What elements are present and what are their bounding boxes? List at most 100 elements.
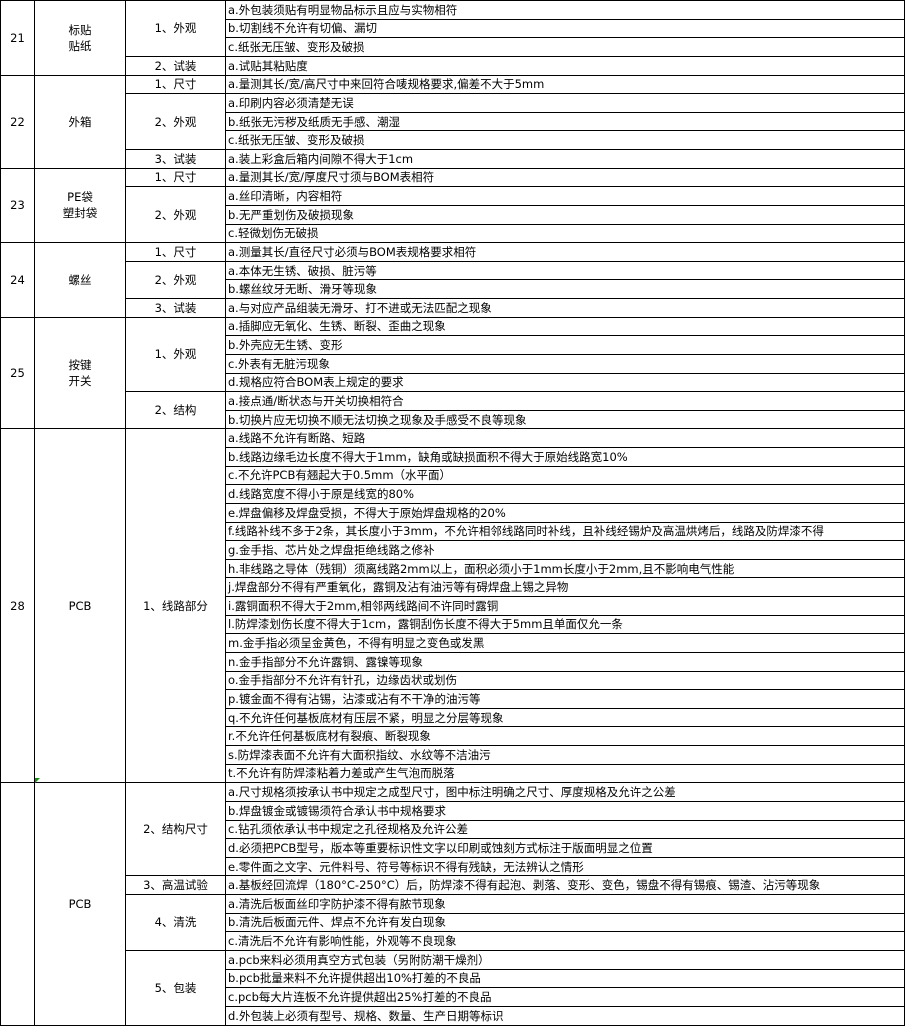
inspection-category-cell[interactable]: 1、外观	[125, 316, 226, 393]
inspection-criterion-cell[interactable]: h.非线路之导体（残铜）须离线路2mm以上，面积必须小于1mm长度小于2mm,且…	[225, 558, 905, 579]
table-row: PCB 2、结构尺寸 a.尺寸规格须按承认书中规定之成型尺寸，图中标注明确之尺寸、厚…	[0, 782, 905, 1026]
inspection-category-cell[interactable]: 3、试装	[125, 298, 226, 318]
inspection-criterion-cell[interactable]: d.线路宽度不得小于原是线宽的80%	[225, 484, 905, 504]
inspection-criterion-cell[interactable]: d.外包装上必须有型号、规格、数量、生产日期等标识	[225, 1005, 905, 1026]
item-number-cell[interactable]: 21	[0, 0, 35, 76]
inspection-criterion-cell[interactable]: a.尺寸规格须按承认书中规定之成型尺寸，图中标注明确之尺寸、厚度规格及允许之公差	[225, 782, 905, 802]
inspection-criterion-cell[interactable]: d.必须把PCB型号，版本等重要标识性文字以印刷或蚀刻方式标注于版面明显之位置	[225, 838, 905, 858]
inspection-criterion-cell[interactable]: c.外表有无脏污现象	[225, 353, 905, 374]
inspection-criterion-cell[interactable]: n.金手指部分不允许露铜、露镍等现象	[225, 651, 905, 672]
inspection-criterion-cell[interactable]: a.插脚应无氧化、生锈、断裂、歪曲之现象	[225, 316, 905, 337]
inspection-category-cell[interactable]: 2、结构尺寸	[125, 782, 226, 877]
inspection-criterion-cell[interactable]: a.线路不允许有断路、短路	[225, 428, 905, 448]
inspection-criterion-cell[interactable]: b.切割线不允许有切偏、漏切	[225, 18, 905, 39]
inspection-category-cell[interactable]: 3、试装	[125, 149, 226, 169]
inspection-criterion-cell[interactable]: a.与对应产品组装无滑牙、打不进或无法匹配之现象	[225, 298, 905, 318]
inspection-criterion-cell[interactable]: e.焊盘偏移及焊盘受损，不得大于原始焊盘规格的20%	[225, 502, 905, 523]
inspection-criterion-cell[interactable]: b.切换片应无切换不顺无法切换之现象及手感受不良等现象	[225, 409, 905, 430]
inspection-criterion-cell[interactable]: q.不允许任何基板底材有压层不紧，明显之分层等现象	[225, 707, 905, 728]
inspection-criterion-cell[interactable]: o.金手指部分不允许有针孔，边缘齿状或划伤	[225, 670, 905, 691]
inspection-category-cell[interactable]: 3、高温试验	[125, 875, 226, 895]
inspection-criterion-cell[interactable]: p.镀金面不得有沾锡，沾漆或沾有不干净的油污等	[225, 689, 905, 709]
inspection-criterion-cell[interactable]: c.pcb每大片连板不允许提供超出25%打差的不良品	[225, 987, 905, 1007]
inspection-criterion-cell[interactable]: b.清洗后板面元件、焊点不允许有发白现象	[225, 912, 905, 933]
inspection-category-cell[interactable]: 4、清洗	[125, 894, 226, 951]
inspection-criterion-cell[interactable]: i.露铜面积不得大于2mm,相邻两线路间不许同时露铜	[225, 596, 905, 616]
inspection-criterion-cell[interactable]: a.pcb来料必须用真空方式包装（另附防潮干燥剂）	[225, 949, 905, 970]
inspection-criterion-cell[interactable]: l.防焊漆划伤长度不得大于1cm，露铜刮伤长度不得大于5mm且单面仅允一条	[225, 614, 905, 635]
inspection-criterion-cell[interactable]: c.轻微划伤无破损	[225, 223, 905, 244]
inspection-criterion-cell[interactable]: a.量测其长/宽/厚度尺寸须与BOM表相符	[225, 167, 905, 188]
table-row: i.露铜面积不得大于2mm,相邻两线路间不许同时露铜	[1, 596, 905, 616]
inspection-criterion-cell[interactable]: a.清洗后板面丝印字防护漆不得有脓节现象	[225, 894, 905, 914]
inspection-criterion-cell[interactable]: c.钻孔须依承认书中规定之孔径规格及允许公差	[225, 819, 905, 840]
table-row: c.清洗后不允许有影响性能，外观等不良现象	[1, 931, 905, 951]
table-row: b.清洗后板面元件、焊点不允许有发白现象	[1, 912, 905, 933]
material-name-cell[interactable]: 螺丝	[34, 242, 126, 318]
inspection-criterion-cell[interactable]: t.不允许有防焊漆粘着力差或产生气泡而脱落	[225, 763, 905, 784]
inspection-category-cell[interactable]: 2、外观	[125, 260, 226, 300]
table-row: b.线路边缘毛边长度不得大于1mm，缺角或缺损面积不得大于原始线路宽10%	[1, 447, 905, 467]
inspection-criterion-cell[interactable]: a.接点通/断状态与开关切换相符合	[225, 391, 905, 411]
material-name-cell[interactable]: PE袋 塑封袋	[34, 167, 126, 244]
table-row: 24 螺丝 1、尺寸 a.测量其长/直径尺寸必须与BOM表规格要求相符	[0, 242, 905, 318]
material-name-cell[interactable]: PCB	[34, 782, 126, 1026]
inspection-criterion-cell[interactable]: a.本体无生锈、破损、脏污等	[225, 260, 905, 281]
inspection-criterion-cell[interactable]: b.线路边缘毛边长度不得大于1mm，缺角或缺损面积不得大于原始线路宽10%	[225, 447, 905, 467]
inspection-category-cell[interactable]: 2、外观	[125, 93, 226, 150]
table-row: r.不允许任何基板底材有裂痕、断裂现象	[1, 726, 905, 746]
inspection-criterion-cell[interactable]: b.pcb批量来料不允许提供超出10%打差的不良品	[225, 968, 905, 989]
inspection-criterion-cell[interactable]: g.金手指、芯片处之焊盘拒绝线路之修补	[225, 540, 905, 560]
inspection-criterion-cell[interactable]: a.基板经回流焊（180°C-250°C）后，防焊漆不得有起泡、剥落、变形、变色…	[225, 875, 905, 895]
inspection-criterion-cell[interactable]: b.螺丝纹牙无断、滑牙等现象	[225, 279, 905, 299]
inspection-criterion-cell[interactable]: b.外壳应无生锈、变形	[225, 335, 905, 355]
inspection-criterion-cell[interactable]: a.量测其长/宽/高尺寸中来回符合唛规格要求,偏差不大于5mm	[225, 74, 905, 95]
inspection-criterion-cell[interactable]: b.焊盘镀金或镀锡须符合承认书中规格要求	[225, 800, 905, 821]
inspection-criterion-cell[interactable]: d.规格应符合BOM表上规定的要求	[225, 372, 905, 393]
table-row: f.线路补线不多于2条，其长度小于3mm，不允许相邻线路同时补线，且补线经锡炉及…	[1, 521, 905, 542]
inspection-criterion-cell[interactable]: c.纸张无压皱、变形及破损	[225, 37, 905, 57]
inspection-category-cell[interactable]: 1、线路部分	[125, 428, 226, 784]
item-number-cell[interactable]	[0, 782, 35, 1026]
table-row: 2、外观 a.丝印清晰，内容相符	[1, 186, 905, 244]
material-name-cell[interactable]: 外箱	[34, 74, 126, 169]
table-row: 2、结构 a.接点通/断状态与开关切换相符合	[1, 391, 905, 430]
item-number-cell[interactable]: 25	[0, 316, 35, 430]
inspection-criterion-cell[interactable]: a.印刷内容必须清楚无误	[225, 93, 905, 113]
inspection-criterion-cell[interactable]: c.纸张无压皱、变形及破损	[225, 130, 905, 150]
inspection-criterion-cell[interactable]: b.无严重划伤及破损现象	[225, 204, 905, 225]
inspection-criterion-cell[interactable]: a.试贴其粘贴度	[225, 55, 905, 76]
inspection-category-cell[interactable]: 2、外观	[125, 186, 226, 244]
inspection-category-cell[interactable]: 1、尺寸	[125, 167, 226, 188]
item-number-cell[interactable]: 28	[0, 428, 35, 784]
inspection-criterion-cell[interactable]: c.不允许PCB有翘起大于0.5mm（水平面）	[225, 465, 905, 486]
inspection-criterion-cell[interactable]: e.零件面之文字、元件料号、符号等标识不得有残缺，无法辨认之情形	[225, 856, 905, 877]
inspection-category-cell[interactable]: 5、包装	[125, 949, 226, 1026]
inspection-category-cell[interactable]: 1、尺寸	[125, 74, 226, 95]
inspection-criterion-cell[interactable]: s.防焊漆表面不允许有大面积指纹、水纹等不洁油污	[225, 745, 905, 765]
inspection-criterion-cell[interactable]: a.测量其长/直径尺寸必须与BOM表规格要求相符	[225, 242, 905, 262]
inspection-criterion-cell[interactable]: a.外包装须贴有明显物品标示且应与实物相符	[225, 0, 905, 20]
inspection-category-cell[interactable]: 2、试装	[125, 55, 226, 76]
table-row: d.必须把PCB型号，版本等重要标识性文字以印刷或蚀刻方式标注于版面明显之位置	[1, 838, 905, 858]
item-number-cell[interactable]: 22	[0, 74, 35, 169]
inspection-category-cell[interactable]: 1、外观	[125, 0, 226, 57]
inspection-category-cell[interactable]: 1、尺寸	[125, 242, 226, 262]
material-name-cell[interactable]: 按键 开关	[34, 316, 126, 430]
table-row: d.规格应符合BOM表上规定的要求	[1, 372, 905, 393]
inspection-criterion-cell[interactable]: r.不允许任何基板底材有裂痕、断裂现象	[225, 726, 905, 746]
inspection-criterion-cell[interactable]: f.线路补线不多于2条，其长度小于3mm，不允许相邻线路同时补线，且补线经锡炉及…	[225, 521, 905, 542]
inspection-category-cell[interactable]: 2、结构	[125, 391, 226, 430]
inspection-criterion-cell[interactable]: j.焊盘部分不得有严重氧化，露铜及沾有油污等有碍焊盘上锡之异物	[225, 577, 905, 597]
item-number-cell[interactable]: 24	[0, 242, 35, 318]
inspection-criterion-cell[interactable]: c.清洗后不允许有影响性能，外观等不良现象	[225, 931, 905, 951]
material-name-cell[interactable]: 标贴 贴纸	[34, 0, 126, 76]
inspection-criterion-cell[interactable]: m.金手指必须呈金黄色，不得有明显之变色或发黑	[225, 633, 905, 653]
inspection-criterion-cell[interactable]: a.装上彩盒后箱内间隙不得大于1cm	[225, 149, 905, 169]
inspection-criterion-cell[interactable]: b.纸张无污秽及纸质无手感、潮湿	[225, 111, 905, 132]
inspection-criterion-cell[interactable]: a.丝印清晰，内容相符	[225, 186, 905, 206]
item-number-cell[interactable]: 23	[0, 167, 35, 244]
material-name-cell[interactable]: PCB	[34, 428, 126, 784]
table-row: 3、高温试验 a.基板经回流焊（180°C-250°C）后，防焊漆不得有起泡、剥落…	[1, 875, 905, 895]
table-row: 25 按键 开关 1、外观 a.插脚应无氧化、生锈、断裂、歪曲之现象	[0, 316, 905, 430]
